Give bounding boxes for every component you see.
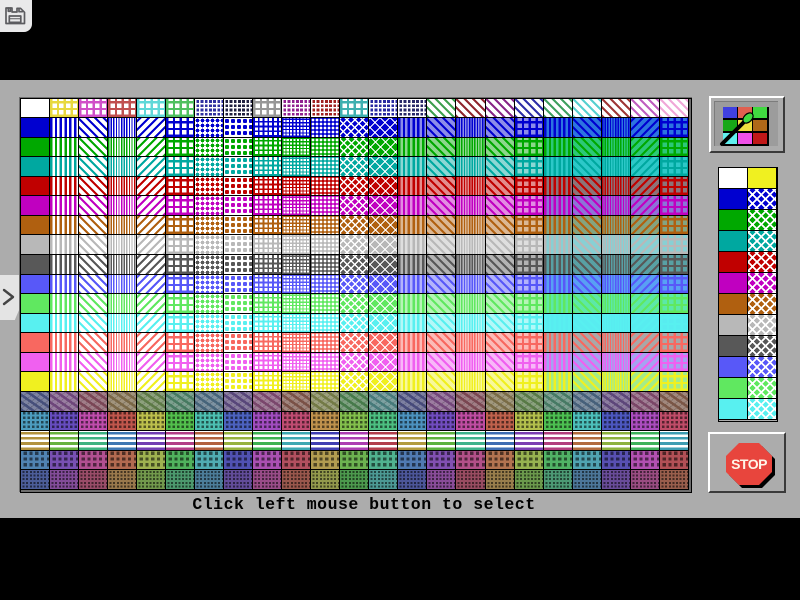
svg-text:STOP: STOP — [731, 456, 767, 472]
